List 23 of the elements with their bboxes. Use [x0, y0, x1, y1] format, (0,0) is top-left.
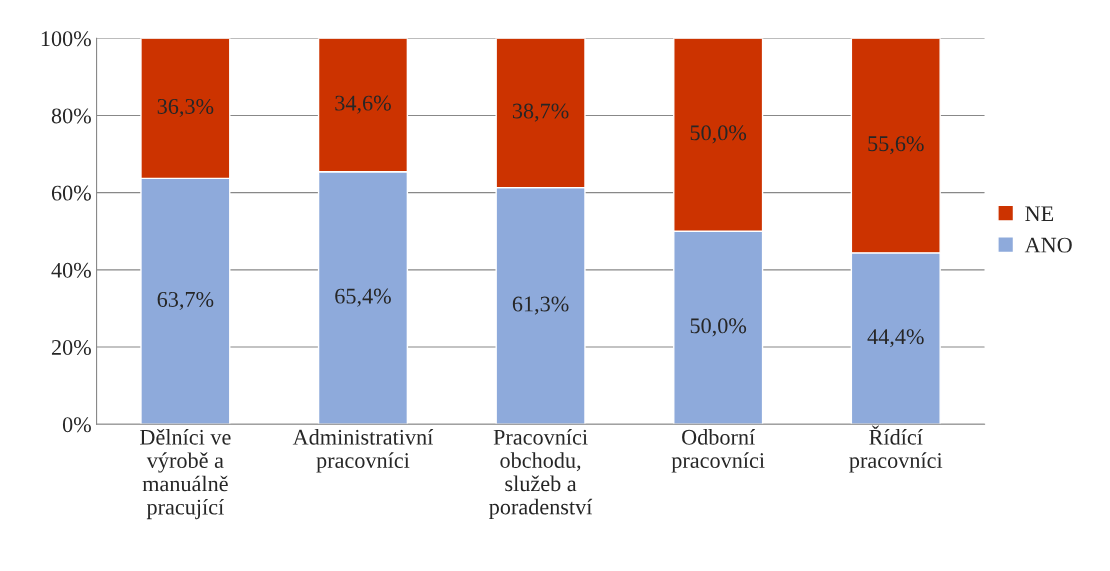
data-label: 36,3%: [157, 98, 214, 118]
y-tick-label: 0%: [62, 417, 91, 433]
y-tick-label: 80%: [51, 108, 91, 124]
x-tick-label: Pracovníci obchodu, služeb a poradenství: [489, 429, 593, 520]
x-tick-label: Odborní pracovníci: [671, 429, 765, 473]
x-tick-label: Dělníci ve výrobě a manuálně pracující: [140, 429, 231, 520]
data-label: 44,4%: [867, 329, 924, 348]
data-label: 34,6%: [335, 95, 391, 114]
data-label: 38,7%: [512, 103, 569, 122]
data-label: 65,4%: [335, 288, 391, 307]
x-tick-label: Administrativní pracovníci: [292, 429, 434, 473]
data-label: 63,7%: [157, 291, 214, 311]
data-label: 50,0%: [690, 125, 747, 144]
data-label: 50,0%: [690, 318, 747, 337]
legend-label: NE: [1025, 206, 1054, 221]
data-label: 61,3%: [512, 296, 569, 315]
x-tick-label: Řídící pracovníci: [849, 425, 943, 473]
data-label: 55,6%: [868, 136, 924, 155]
y-tick-label: 20%: [51, 339, 91, 356]
y-tick-label: 40%: [51, 262, 91, 278]
y-tick-label: 100%: [41, 31, 91, 47]
legend-label: ANO: [1024, 237, 1072, 253]
y-tick-label: 60%: [51, 185, 91, 201]
